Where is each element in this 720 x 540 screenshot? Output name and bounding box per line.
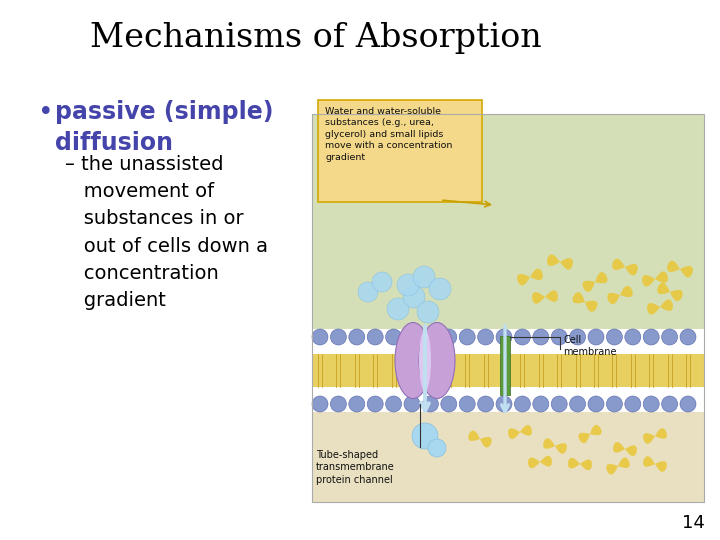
Text: 14: 14: [682, 514, 705, 532]
Polygon shape: [578, 425, 601, 443]
Circle shape: [552, 329, 567, 345]
FancyBboxPatch shape: [318, 100, 482, 202]
Polygon shape: [582, 272, 608, 292]
Polygon shape: [508, 425, 532, 439]
Polygon shape: [647, 299, 673, 315]
Circle shape: [348, 396, 365, 412]
Polygon shape: [547, 254, 573, 269]
Polygon shape: [572, 292, 598, 312]
Circle shape: [413, 266, 435, 288]
Circle shape: [417, 301, 439, 323]
Polygon shape: [543, 438, 567, 454]
Circle shape: [662, 329, 678, 345]
Circle shape: [441, 396, 456, 412]
Text: Mechanisms of Absorption: Mechanisms of Absorption: [90, 22, 541, 54]
Circle shape: [643, 396, 660, 412]
Polygon shape: [468, 430, 492, 448]
Circle shape: [423, 329, 438, 345]
Polygon shape: [607, 286, 633, 304]
Circle shape: [330, 329, 346, 345]
Circle shape: [404, 396, 420, 412]
Polygon shape: [657, 283, 683, 301]
Text: Water and water-soluble
substances (e.g., urea,
glycerol) and small lipids
move : Water and water-soluble substances (e.g.…: [325, 107, 452, 162]
Circle shape: [588, 329, 604, 345]
Circle shape: [403, 286, 425, 308]
Polygon shape: [528, 456, 552, 468]
Circle shape: [477, 329, 494, 345]
Circle shape: [643, 329, 660, 345]
Circle shape: [459, 329, 475, 345]
Circle shape: [606, 396, 622, 412]
Circle shape: [429, 278, 451, 300]
Circle shape: [330, 396, 346, 412]
Circle shape: [477, 396, 494, 412]
Circle shape: [367, 396, 383, 412]
Circle shape: [588, 396, 604, 412]
Bar: [312, 114, 704, 329]
Circle shape: [680, 329, 696, 345]
Circle shape: [387, 298, 409, 320]
Circle shape: [404, 329, 420, 345]
Circle shape: [372, 272, 392, 292]
Ellipse shape: [395, 322, 431, 399]
Circle shape: [358, 282, 378, 302]
Polygon shape: [643, 428, 667, 444]
Circle shape: [348, 329, 365, 345]
Circle shape: [312, 329, 328, 345]
Text: – the unassisted
   movement of
   substances in or
   out of cells down a
   co: – the unassisted movement of substances …: [65, 155, 268, 310]
Circle shape: [570, 329, 585, 345]
Circle shape: [423, 396, 438, 412]
Circle shape: [514, 396, 531, 412]
Circle shape: [412, 423, 438, 449]
Text: passive (simple)
diffusion: passive (simple) diffusion: [55, 100, 274, 154]
Circle shape: [625, 396, 641, 412]
Polygon shape: [606, 457, 630, 475]
Text: Cell
membrane: Cell membrane: [563, 335, 616, 357]
Circle shape: [514, 329, 531, 345]
Polygon shape: [642, 272, 668, 287]
Circle shape: [496, 329, 512, 345]
Circle shape: [428, 439, 446, 457]
Circle shape: [386, 396, 402, 412]
Bar: [312, 412, 704, 502]
Polygon shape: [643, 456, 667, 472]
Circle shape: [552, 396, 567, 412]
Polygon shape: [613, 442, 637, 456]
Bar: [500, 336, 510, 395]
Polygon shape: [612, 259, 638, 275]
Circle shape: [662, 396, 678, 412]
Polygon shape: [532, 291, 558, 303]
Circle shape: [441, 329, 456, 345]
Polygon shape: [517, 268, 543, 286]
Circle shape: [533, 396, 549, 412]
Circle shape: [397, 274, 419, 296]
Polygon shape: [667, 261, 693, 278]
Bar: [312, 354, 704, 387]
Circle shape: [496, 396, 512, 412]
Circle shape: [312, 396, 328, 412]
Circle shape: [625, 329, 641, 345]
Circle shape: [459, 396, 475, 412]
Circle shape: [606, 329, 622, 345]
Text: Tube-shaped
transmembrane
protein channel: Tube-shaped transmembrane protein channe…: [316, 450, 395, 485]
Bar: [312, 114, 704, 502]
Ellipse shape: [419, 330, 431, 391]
Circle shape: [570, 396, 585, 412]
Circle shape: [680, 396, 696, 412]
Text: •: •: [38, 100, 53, 126]
Circle shape: [386, 329, 402, 345]
Circle shape: [533, 329, 549, 345]
Ellipse shape: [419, 322, 455, 399]
Circle shape: [367, 329, 383, 345]
Polygon shape: [568, 458, 592, 470]
